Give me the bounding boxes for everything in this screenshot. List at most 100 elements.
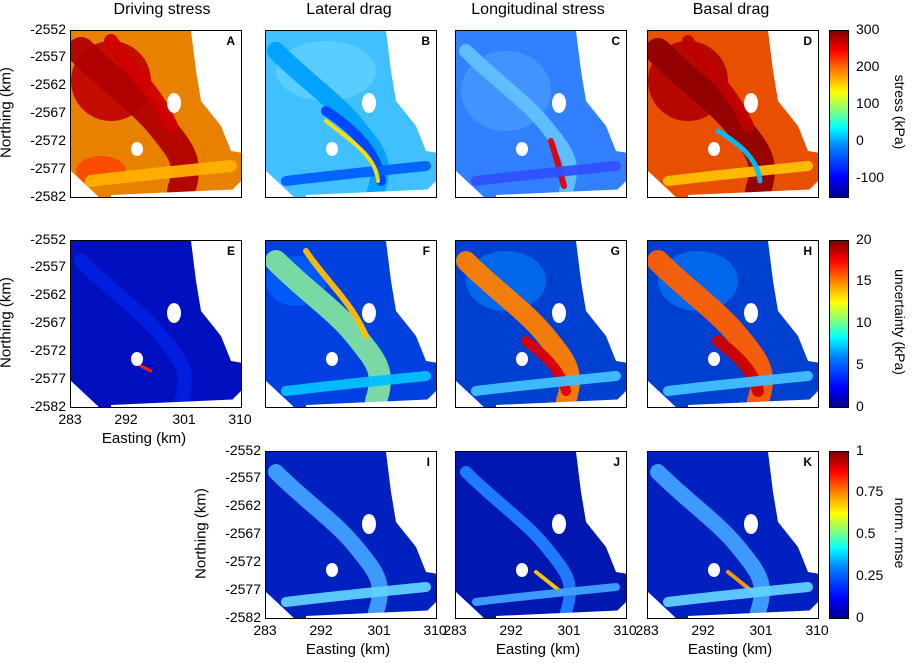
heatmap-panel-f: F — [265, 240, 437, 408]
ice-stream-band — [715, 128, 763, 184]
heatmap-image — [266, 452, 436, 618]
heatmap-panel-i: I — [265, 451, 437, 619]
ice-stream-band — [548, 138, 567, 189]
no-data-region — [773, 452, 818, 574]
no-data-region — [581, 452, 626, 574]
ice-stream-band — [281, 582, 431, 607]
y-tick-label: -2552 — [225, 442, 261, 458]
panel-letter: F — [422, 244, 430, 258]
heatmap-panel-j: J — [455, 451, 627, 619]
x-axis-label: Easting (km) — [101, 430, 187, 447]
no-data-region — [581, 31, 626, 153]
colorbar-tick-label: 0 — [856, 398, 864, 414]
ice-stream-band — [74, 254, 192, 407]
panel-letter: J — [613, 455, 620, 469]
nunatak-hole — [362, 93, 376, 113]
nunatak-hole — [552, 514, 566, 534]
y-axis-label: Northing (km) — [0, 67, 15, 158]
colorbar-label: stress (kPa) — [892, 74, 908, 150]
y-tick-label: -2572 — [30, 132, 66, 148]
y-tick-label: -2577 — [225, 581, 261, 597]
no-data-region — [496, 399, 626, 407]
panel-letter: B — [421, 34, 430, 48]
ice-stream-band — [139, 364, 153, 373]
colorbar-tick-label: 0 — [856, 609, 864, 625]
nunatak-hole — [131, 352, 143, 366]
x-tick-label: 310 — [805, 622, 829, 638]
nunatak-hole — [516, 352, 528, 366]
no-data-region — [111, 189, 241, 197]
y-tick-label: -2582 — [30, 398, 66, 414]
nunatak-hole — [708, 142, 720, 156]
heatmap-image — [266, 31, 436, 197]
ice-stream-band — [460, 466, 576, 618]
ice-stream-band — [682, 35, 754, 132]
y-tick-label: -2572 — [225, 553, 261, 569]
x-tick-label: 292 — [691, 622, 715, 638]
heatmap-panel-b: B — [265, 30, 437, 198]
y-tick-label: -2567 — [30, 104, 66, 120]
colorbar-label: norm. rmse — [892, 497, 908, 569]
colorbar-tick-label: 15 — [856, 272, 872, 288]
heatmap-panel-h: H — [647, 240, 819, 408]
y-tick-label: -2582 — [30, 188, 66, 204]
colorbar-tick-label: 10 — [856, 314, 872, 330]
column-title-lateral-drag: Lateral drag — [306, 1, 392, 18]
colorbar-tick-label: 0.75 — [856, 483, 884, 499]
x-tick-label: 283 — [443, 622, 467, 638]
no-data-region — [581, 241, 626, 363]
colorbar-tick-label: 100 — [856, 95, 880, 111]
y-tick-label: -2562 — [225, 497, 261, 513]
heatmap-panel-k: K — [647, 451, 819, 619]
colorbar-tick-label: 0.5 — [856, 525, 876, 541]
panel-letter: A — [226, 34, 235, 48]
y-tick-label: -2557 — [225, 469, 261, 485]
x-tick-label: 283 — [635, 622, 659, 638]
ice-stream-band — [281, 371, 431, 396]
colorbar-label: uncertainty (kPa) — [892, 269, 908, 375]
ice-stream-band — [663, 582, 813, 607]
no-data-region — [688, 189, 818, 197]
nunatak-hole — [552, 303, 566, 323]
heatmap-panel-a: A — [70, 30, 242, 198]
heatmap-image — [456, 452, 626, 618]
x-tick-label: 310 — [423, 622, 447, 638]
y-tick-label: -2567 — [30, 314, 66, 330]
panel-letter: E — [226, 244, 235, 258]
panel-letter: G — [610, 244, 620, 258]
column-title-longitudinal-stress: Longitudinal stress — [471, 1, 605, 18]
no-data-region — [196, 31, 241, 153]
nunatak-hole — [326, 563, 338, 577]
heatmap-image — [456, 241, 626, 407]
no-data-region — [773, 241, 818, 363]
nunatak-hole — [167, 93, 181, 113]
panel-letter: K — [803, 455, 812, 469]
ice-stream-band — [324, 119, 380, 183]
nunatak-hole — [167, 303, 181, 323]
panel-letter: D — [803, 34, 812, 48]
colorbar-rmse — [829, 451, 849, 619]
y-tick-label: -2562 — [30, 76, 66, 92]
colorbar-tick-label: 1 — [856, 442, 864, 458]
no-data-region — [688, 399, 818, 407]
heatmap-image — [648, 452, 818, 618]
y-tick-label: -2557 — [30, 48, 66, 64]
y-tick-label: -2552 — [30, 231, 66, 247]
x-tick-label: 283 — [58, 411, 82, 427]
ice-stream-band — [663, 161, 813, 186]
x-tick-label: 310 — [228, 411, 252, 427]
heatmap-image — [648, 31, 818, 197]
heatmap-image — [71, 31, 241, 197]
x-tick-label: 301 — [749, 622, 773, 638]
panel-letter: H — [803, 244, 812, 258]
ice-stream-band — [85, 160, 237, 187]
heatmap-image — [456, 31, 626, 197]
nunatak-hole — [362, 303, 376, 323]
nunatak-hole — [744, 514, 758, 534]
nunatak-hole — [744, 303, 758, 323]
nunatak-hole — [552, 93, 566, 113]
colorbar-stress — [829, 30, 849, 198]
no-data-region — [306, 610, 436, 618]
heatmap-panel-g: G — [455, 240, 627, 408]
colorbar-tick-label: 300 — [856, 21, 880, 37]
